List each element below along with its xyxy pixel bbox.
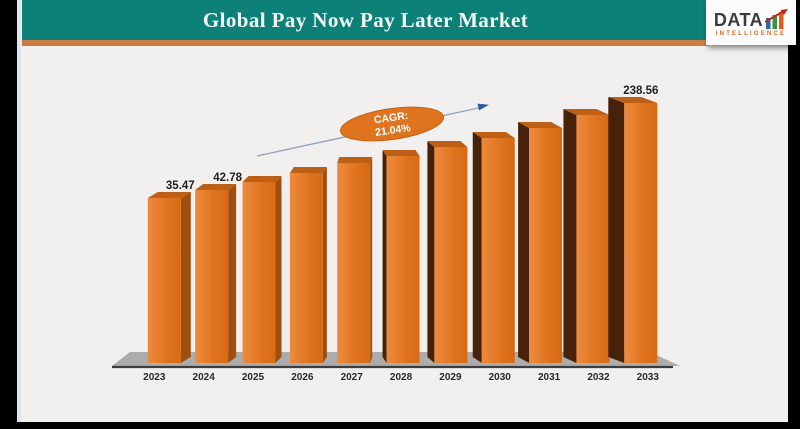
title-underline xyxy=(22,40,709,46)
title-bar: Global Pay Now Pay Later Market xyxy=(22,0,709,40)
logo-subtitle: INTELLIGENCE xyxy=(715,30,787,37)
logo: DATA INTELLIGENCE xyxy=(706,0,796,45)
slide: Global Pay Now Pay Later Market xyxy=(21,0,788,422)
logo-row: DATA xyxy=(713,8,789,30)
chart-title: Global Pay Now Pay Later Market xyxy=(202,7,529,32)
bar-chart-arrow-icon xyxy=(765,8,789,29)
logo-brand: DATA xyxy=(713,9,764,30)
left-edge-line xyxy=(17,0,21,422)
